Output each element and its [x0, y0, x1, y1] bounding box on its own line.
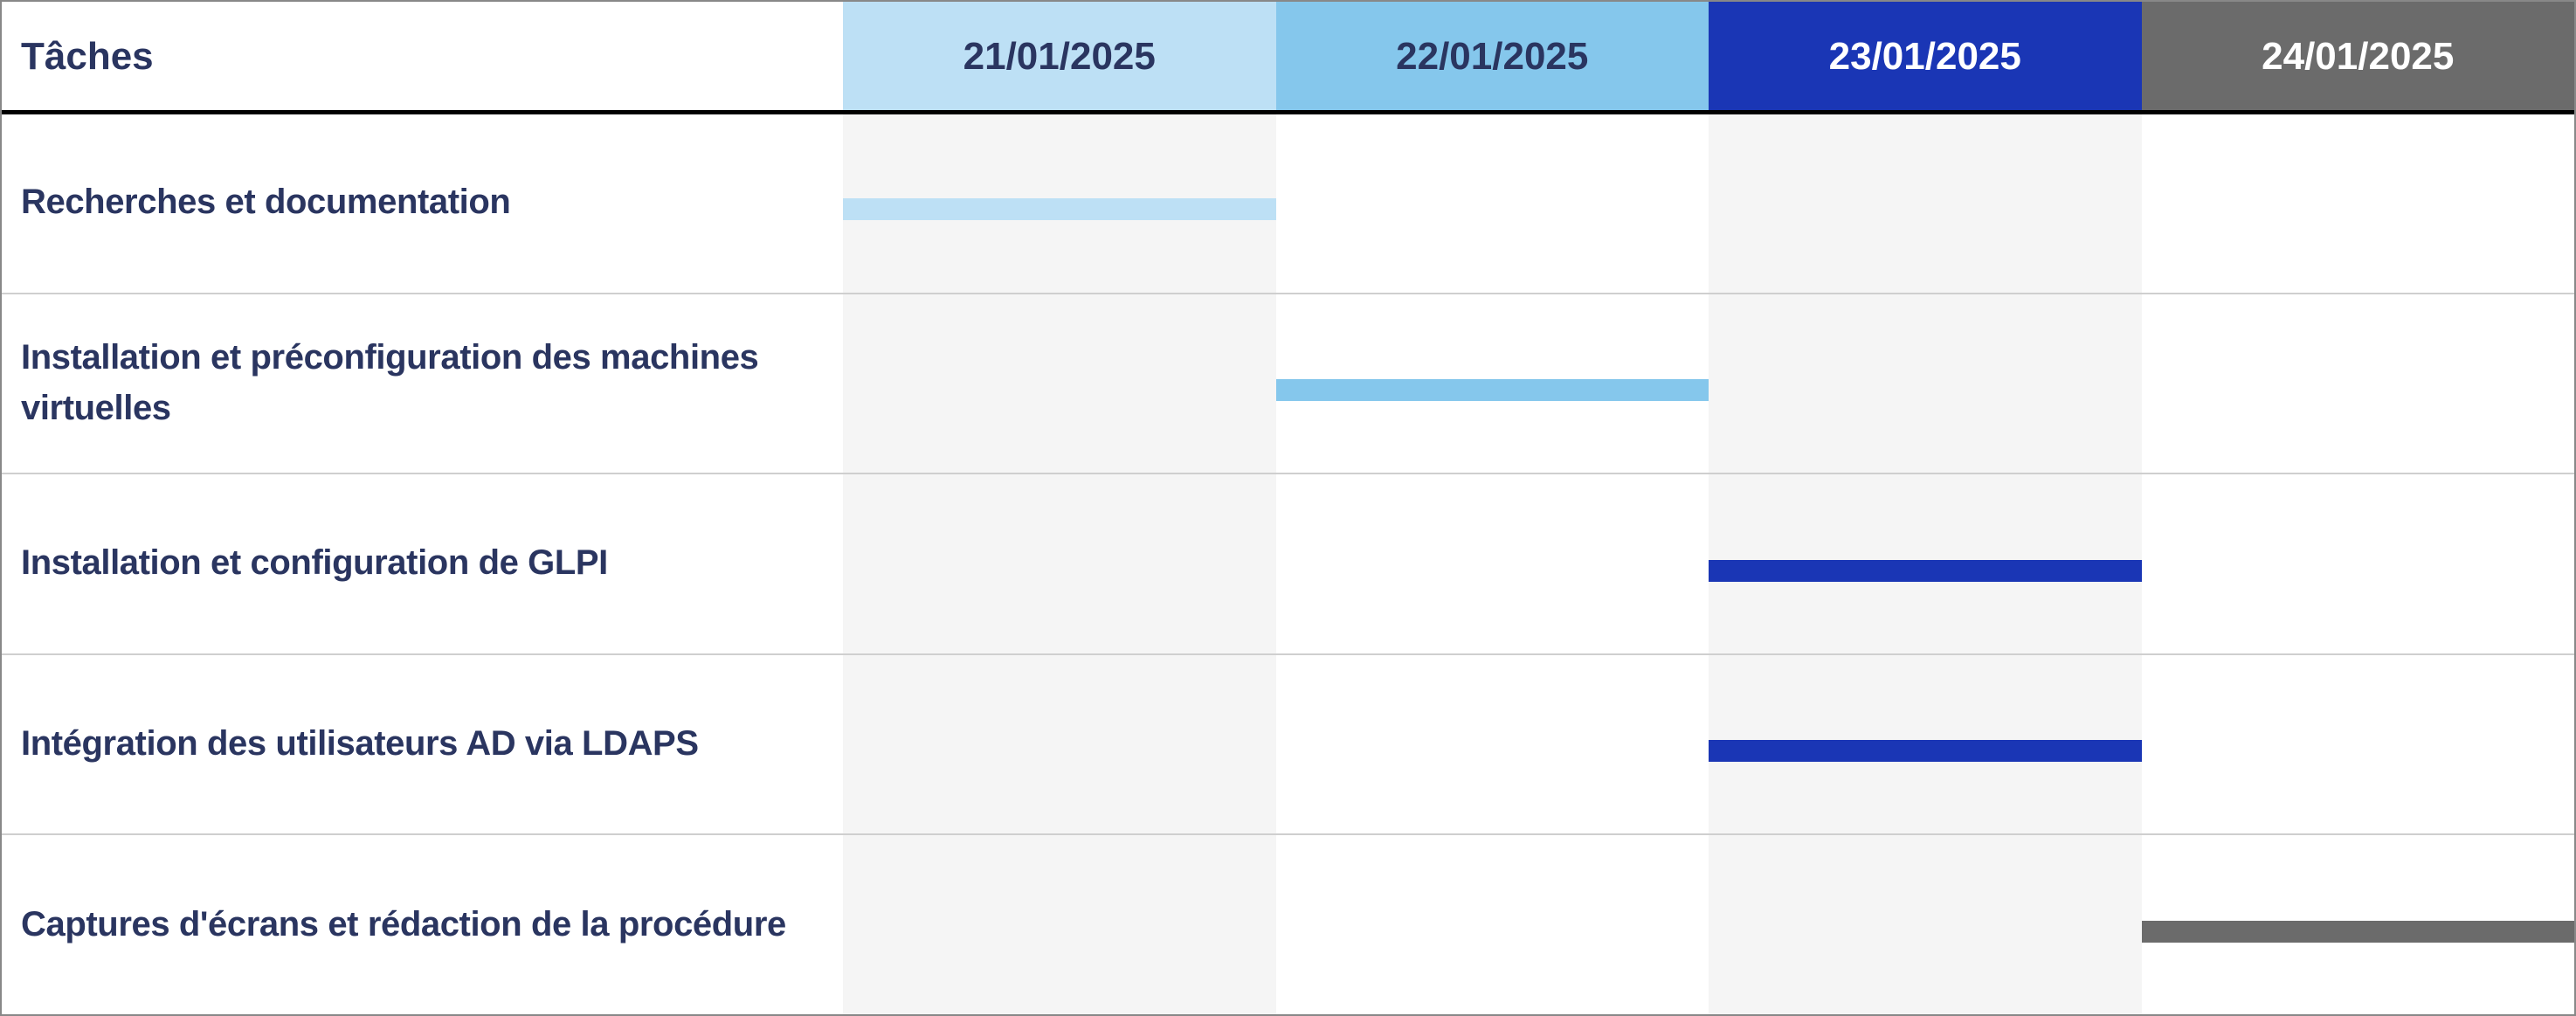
row-divider [2, 833, 2574, 836]
task-label: Installation et préconfiguration des mac… [21, 337, 759, 427]
task-label: Captures d'écrans et rédaction de la pro… [21, 904, 786, 943]
task-bar [843, 198, 1276, 221]
task-label: Recherches et documentation [21, 183, 511, 222]
task-bar [1709, 740, 2142, 763]
date-header: 22/01/2025 [1275, 2, 1709, 112]
column-background [1275, 112, 1709, 1014]
date-header: 24/01/2025 [2141, 2, 2574, 112]
row-divider [2, 473, 2574, 475]
date-header: 21/01/2025 [843, 2, 1276, 112]
row-divider [2, 292, 2574, 294]
header-divider [2, 110, 2574, 114]
task-bar [2141, 920, 2574, 943]
task-bar [1709, 559, 2142, 582]
task-label: Intégration des utilisateurs AD via LDAP… [21, 724, 699, 764]
header-cell: Tâches [2, 2, 843, 112]
column-background [2141, 112, 2574, 1014]
date-header: 23/01/2025 [1709, 2, 2142, 112]
column-background [843, 112, 1276, 1014]
task-bar [1275, 378, 1709, 401]
task-label: Installation et configuration de GLPI [21, 543, 608, 583]
row-divider [2, 653, 2574, 655]
